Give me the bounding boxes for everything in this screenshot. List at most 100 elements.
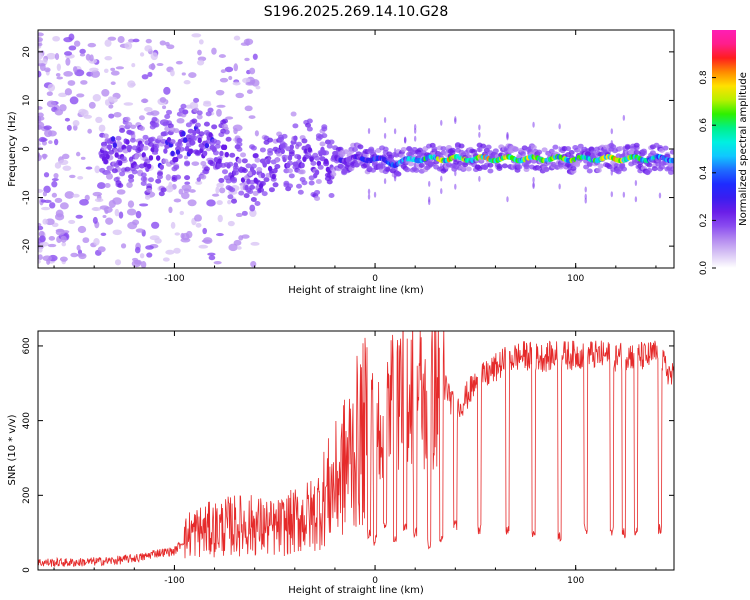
spectrogram-cell <box>165 249 175 255</box>
spectrogram-cell <box>166 109 173 115</box>
colorbar-scale <box>712 30 736 268</box>
spectrogram-cell <box>135 210 142 219</box>
spectrogram-cell <box>110 81 116 85</box>
spectrogram-cell <box>148 63 156 70</box>
spectrogram-cell <box>261 191 268 197</box>
spectrogram-cell <box>139 203 149 207</box>
spectrogram-cell <box>621 166 628 172</box>
spectrogram-cell <box>155 178 162 184</box>
spectrogram-cell <box>440 119 443 126</box>
spectrogram-cell <box>570 166 577 172</box>
spectrogram-cell <box>197 49 202 56</box>
spectrogram-cell <box>319 156 326 162</box>
spectrogram-cell <box>227 199 232 205</box>
spectrogram-cell <box>395 171 402 177</box>
spectrogram-cell <box>321 133 328 139</box>
spectrogram-cell <box>76 93 85 98</box>
spectrogram-cell <box>87 42 97 48</box>
spectrogram-cell <box>187 199 197 207</box>
spectrogram-cell <box>383 116 387 123</box>
spectrogram-cell <box>59 256 68 262</box>
spectrogram-cell <box>175 60 183 65</box>
spectrogram-cell <box>198 244 209 249</box>
y-tick-label: 20 <box>22 46 32 58</box>
spectrogram-cell <box>143 107 153 112</box>
spectrogram-cell <box>501 163 508 169</box>
spectrogram-y-ticks: -20 -10 0 10 20 <box>22 46 674 253</box>
spectrogram-cell <box>233 63 239 72</box>
spectrogram-cell <box>330 171 337 177</box>
spectrogram-cell <box>64 191 75 199</box>
spectrogram-cell <box>142 145 149 151</box>
spectrogram-cell <box>206 199 216 207</box>
spectrogram-cell <box>156 63 164 67</box>
spectrogram-cell <box>175 149 181 155</box>
spectrogram-cell <box>413 135 417 142</box>
spectrogram-cell <box>268 187 275 193</box>
spectrogram-cell <box>196 59 205 66</box>
spectrogram-cell <box>58 92 68 98</box>
spectrogram-cell <box>307 147 313 153</box>
spectrogram-cell <box>43 199 52 203</box>
spectrogram-cell <box>88 101 96 109</box>
figure-title: S196.2025.269.14.10.G28 <box>264 4 449 20</box>
spectrogram-cell <box>216 200 223 206</box>
spectrogram-cell <box>125 139 130 145</box>
spectrogram-cell <box>218 177 225 183</box>
spectrogram-cell <box>309 156 314 163</box>
spectrogram-cell <box>413 167 420 173</box>
spectrogram-cell <box>231 178 238 184</box>
spectrogram-cell <box>622 191 626 198</box>
spectrogram-cell <box>229 152 236 158</box>
spectrogram-cell <box>79 198 89 206</box>
spectrogram-cell <box>259 147 266 153</box>
spectrogram-cell <box>179 210 185 216</box>
spectrogram-cell <box>194 150 201 156</box>
spectrogram-cell <box>207 107 214 113</box>
colorbar-tick-label: 0.0 <box>699 261 709 276</box>
snr-panel: -100 0 100 0 200 400 600 Height of straight l… <box>7 330 675 596</box>
spectrogram-cell <box>240 42 249 46</box>
spectrogram-cell <box>160 187 167 193</box>
spectrogram-cell <box>228 243 238 252</box>
spectrogram-cell <box>290 111 297 117</box>
spectrogram-cell <box>487 168 494 174</box>
spectrogram-cell <box>314 169 320 176</box>
spectrogram-cell <box>272 182 279 188</box>
spectrogram-cell <box>669 166 674 172</box>
spectrogram-cell <box>176 118 185 124</box>
snr-frame <box>37 330 675 571</box>
spectrogram-cell <box>42 255 52 262</box>
spectrogram-cell <box>219 150 224 157</box>
spectrogram-cell <box>231 198 238 204</box>
spectrogram-cell <box>72 193 80 198</box>
spectrogram-cell <box>289 144 294 150</box>
spectrogram-cell <box>97 246 106 253</box>
spectrogram-cell <box>42 218 48 225</box>
spectrogram-cell <box>191 135 198 141</box>
spectrogram-cell <box>229 187 236 193</box>
spectrogram-cell <box>227 161 234 167</box>
spectrogram-cell <box>87 128 92 134</box>
spectrogram-cell <box>128 130 135 136</box>
spectrogram-cell <box>38 116 42 124</box>
spectrogram-cell <box>235 92 245 99</box>
spectrogram-cell <box>170 69 175 77</box>
spectrogram-cell <box>159 40 166 46</box>
spectrogram-cell <box>240 152 247 158</box>
spectrogram-cell <box>241 168 248 174</box>
spectrogram-cell <box>173 247 181 254</box>
spectrogram-cell <box>108 199 116 208</box>
spectrogram-cell <box>146 252 153 258</box>
spectrogram-cell <box>622 145 626 152</box>
spectrogram-cell <box>44 129 53 138</box>
spectrogram-cell <box>180 232 185 239</box>
spectrogram-cell <box>51 192 57 198</box>
colorbar-label: Normalized spectral amplitude <box>738 72 749 226</box>
spectrogram-cell <box>94 198 104 203</box>
spectrogram-cell <box>64 88 73 96</box>
spectrogram-cell <box>235 212 243 218</box>
spectrogram-cell <box>215 186 220 194</box>
x-tick-label: 0 <box>372 576 378 586</box>
spectrogram-cell <box>462 162 469 168</box>
